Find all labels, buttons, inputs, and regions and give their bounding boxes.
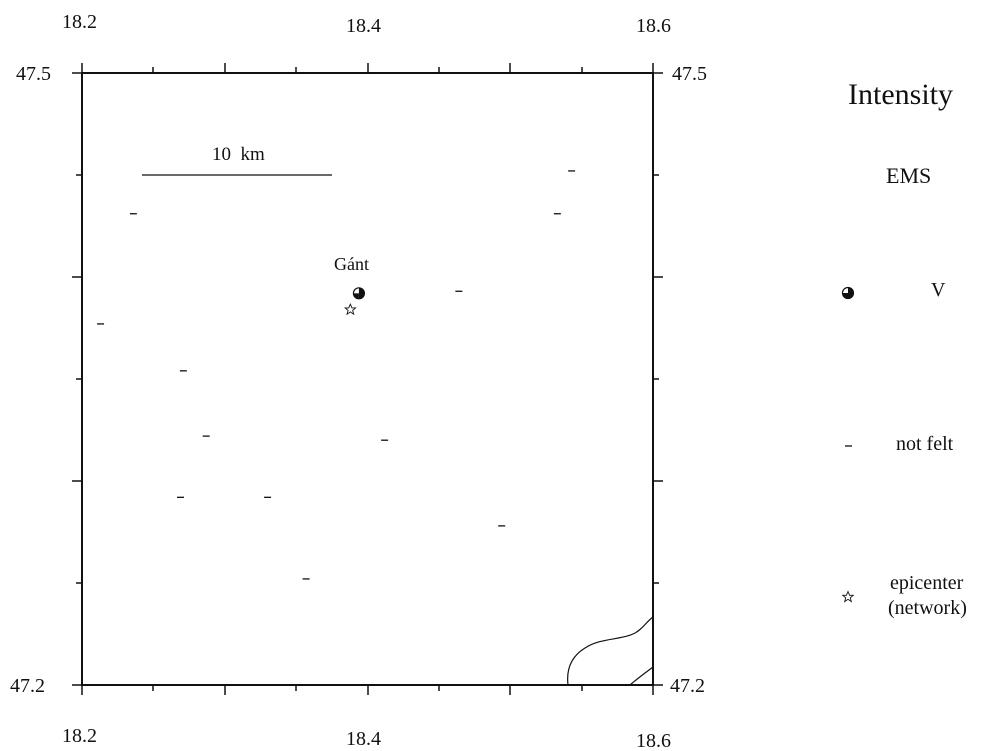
legend-item-not-felt: not felt [845,433,954,455]
legend-label-epicenter: epicenter [890,572,964,594]
legend-label-v: V [931,279,946,301]
map-ticks [72,63,663,695]
lat-tick-right-1: 47.5 [672,63,707,85]
epicenter-star-icon [841,590,855,603]
lon-tick-top-1: 18.2 [62,11,97,33]
lon-tick-bottom-2: 18.4 [346,728,381,750]
lat-tick-left-1: 47.5 [16,63,51,85]
legend-title: Intensity [848,78,953,111]
lon-tick-bottom-1: 18.2 [62,725,97,747]
legend-label-not-felt: not felt [896,433,954,455]
place-label-gant: Gánt [334,254,369,274]
shoreline-line [567,616,654,686]
legend-item-intensity-v: V [841,279,946,301]
lat-tick-right-2: 47.2 [670,675,705,697]
scale-bar-label: 10 km [212,144,265,165]
lon-tick-bottom-3: 18.6 [636,730,671,751]
lon-tick-top-2: 18.4 [346,15,381,37]
intensity-v-marker [352,287,366,300]
shoreline-line-2 [629,666,654,686]
legend-subtitle: EMS [886,163,931,188]
epicenter-marker [343,302,357,316]
legend-label-network: (network) [888,597,967,619]
map-frame [81,72,654,686]
observation-markers [97,170,576,580]
lon-tick-top-3: 18.6 [636,15,671,37]
lat-tick-left-2: 47.2 [10,675,45,697]
legend-item-epicenter: epicenter (network) [841,572,967,619]
intensity-v-icon [841,286,855,300]
